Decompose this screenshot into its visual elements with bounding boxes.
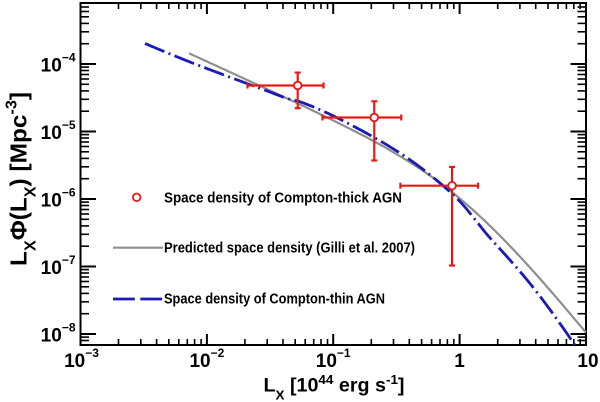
svg-text:10−1: 10−1 <box>316 346 351 372</box>
svg-text:Space density of Compton-thin: Space density of Compton-thin AGN <box>164 291 385 307</box>
svg-text:10−5: 10−5 <box>41 118 76 144</box>
svg-text:Space density of Compton-thick: Space density of Compton-thick AGN <box>164 190 402 206</box>
svg-text:Predicted space density (Gilli: Predicted space density (Gilli et al. 20… <box>164 241 415 257</box>
svg-text:10−3: 10−3 <box>64 346 99 372</box>
svg-text:1: 1 <box>454 351 465 372</box>
svg-text:10: 10 <box>577 351 598 372</box>
